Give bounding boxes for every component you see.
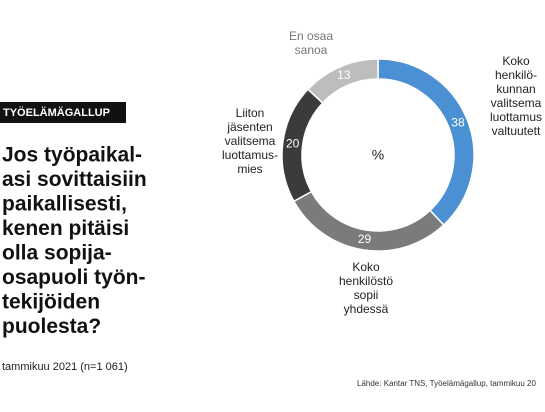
subtitle: tammikuu 2021 (n=1 061) [2, 361, 128, 373]
title-line: olla sopija- [2, 242, 112, 265]
donut-segment [377, 58, 475, 227]
category-label-line: luottamus [490, 110, 542, 124]
title-line: puolesta? [2, 315, 101, 338]
donut-segment [306, 58, 379, 105]
category-label: Koko henkilö-kunnan valitsema luottamus valt… [490, 54, 542, 138]
category-label-line: jäsenten [226, 120, 272, 134]
category-label-line: valtuutett [492, 124, 541, 138]
title-line: osapuoli työn- [2, 266, 146, 289]
category-label-line: En osaa [289, 29, 333, 43]
value-label: 29 [358, 232, 372, 246]
category-label: Liiton jäsenten valitsema luottamus-mies [222, 106, 278, 176]
kicker-box [0, 102, 126, 123]
category-label-line: valitsema [225, 134, 276, 148]
category-label-line: sopii [354, 288, 379, 302]
title-line: kenen pitäisi [2, 217, 129, 240]
title-line: tekijöiden [2, 291, 100, 314]
category-label-line: henkilöstö [339, 274, 393, 288]
source: Lähde: Kantar TNS, Työelämägallup, tammi… [357, 379, 536, 388]
value-label: 20 [286, 136, 300, 150]
category-label-line: sanoa [295, 43, 328, 57]
category-label: En osaa sanoa [289, 29, 333, 57]
title-line: Jos työpaikal- [2, 144, 142, 167]
category-label-line: henkilö- [495, 68, 537, 82]
category-label-line: Liiton [236, 106, 265, 120]
category-label-line: kunnan [496, 82, 535, 96]
value-label: 38 [451, 116, 465, 130]
category-label-line: Koko [502, 54, 530, 68]
category-label-line: yhdessä [344, 302, 389, 316]
kicker: TYÖELÄMÄGALLUP [3, 106, 110, 119]
category-label-line: mies [237, 162, 262, 176]
center-label: % [372, 147, 384, 163]
category-label-line: valitsema [491, 96, 542, 110]
category-label-line: luottamus- [222, 148, 278, 162]
title-line: paikallisesti, [2, 193, 127, 216]
category-label-line: Koko [352, 260, 380, 274]
title-line: asi sovittaisiin [2, 168, 147, 191]
value-label: 13 [337, 68, 351, 82]
category-label: Koko henkilöstö sopii yhdessä [339, 260, 393, 316]
